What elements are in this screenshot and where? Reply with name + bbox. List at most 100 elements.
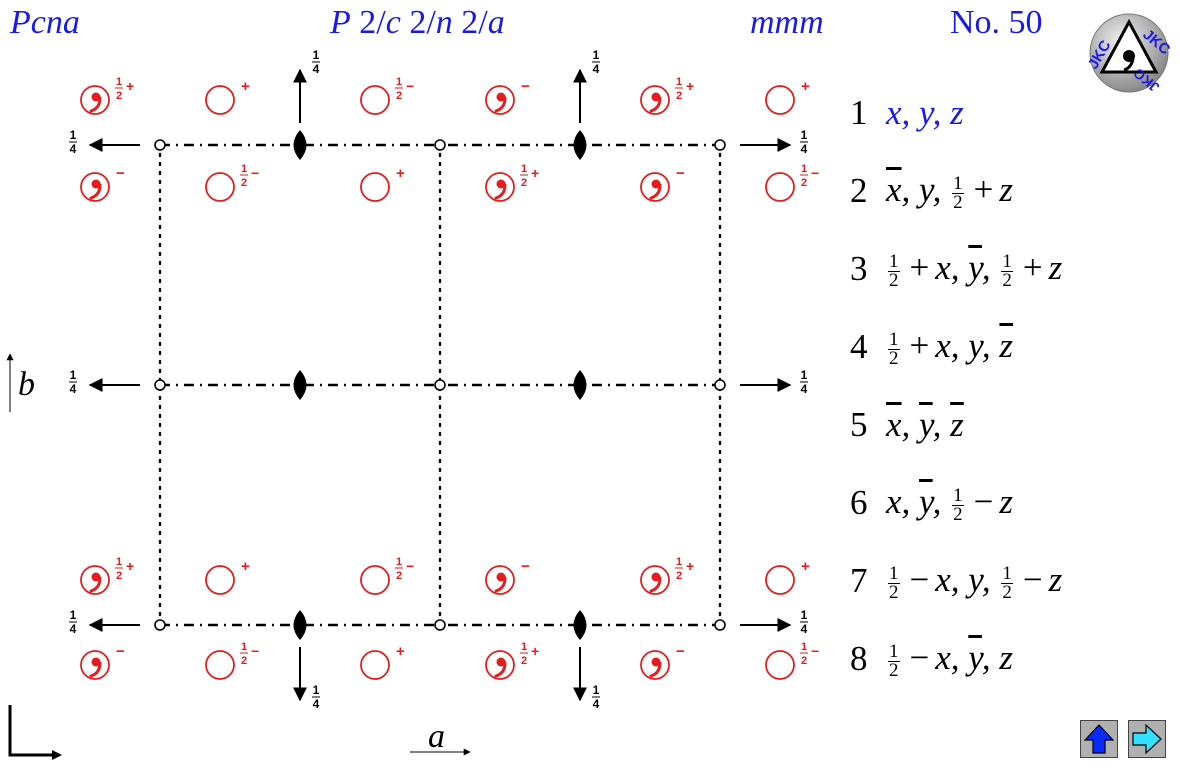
sign-symbol: − xyxy=(406,78,414,94)
next-button[interactable] xyxy=(1128,720,1166,758)
sign-numerator: 1 xyxy=(396,556,402,568)
motif-circle: + xyxy=(360,165,405,202)
sign-numerator: 1 xyxy=(801,163,807,175)
motif-circle-comma: − xyxy=(80,165,125,202)
point-group: mmm xyxy=(750,4,824,41)
twofold-axis-symbol xyxy=(573,130,587,160)
coordinate-term: y xyxy=(968,638,982,678)
sign-symbol: − xyxy=(676,165,685,182)
space-group-number: No. 50 xyxy=(950,4,1043,41)
coordinate-row: 6 x, y, 1 2− z xyxy=(850,478,1013,528)
sign-denominator: 2 xyxy=(521,655,527,667)
sign-numerator: 1 xyxy=(676,76,682,88)
fraction-numerator: 1 xyxy=(593,683,600,697)
twofold-axis-symbol xyxy=(293,610,307,640)
comma-dot xyxy=(496,179,506,189)
sign-symbol: − xyxy=(521,558,530,575)
comma-dot xyxy=(651,92,661,102)
coordinate-row: 2 x, y, 1 2 + z xyxy=(850,166,1013,216)
inversion-center-symbol xyxy=(154,379,166,391)
motif-outline xyxy=(205,650,235,680)
inversion-center-symbol xyxy=(714,619,726,631)
sign-symbol: + xyxy=(241,78,250,95)
motif-circle: 1 2− xyxy=(765,641,819,680)
right-arrow-icon xyxy=(1132,724,1162,754)
coordinate-triplet: 1 2 + x, y, z xyxy=(886,326,1014,368)
height-quarter-label: 14 xyxy=(69,128,77,156)
sign-denominator: 2 xyxy=(676,90,682,102)
motif-outline xyxy=(80,565,110,595)
motif-outline xyxy=(360,85,390,115)
motif-circle: 1 2− xyxy=(205,641,259,680)
motif-circle-comma: 1 2 + xyxy=(485,163,539,202)
coordinate-row: 4 1 2 + x, y, z xyxy=(850,322,1013,372)
comma-tail xyxy=(89,96,102,113)
motif-circle: 1 2− xyxy=(765,163,819,202)
coordinate-index: 7 xyxy=(850,561,868,600)
motif-outline xyxy=(80,85,110,115)
coordinate-term: z xyxy=(999,638,1014,678)
coordinate-index: 4 xyxy=(850,327,868,366)
height-quarter-label: 14 xyxy=(69,368,77,396)
twofold-axis-symbol xyxy=(573,610,587,640)
motif-outline xyxy=(360,565,390,595)
sign-symbol: + xyxy=(396,165,405,182)
motif-outline xyxy=(485,650,515,680)
coordinate-row: 7 1 2− x, y, 1 2− z xyxy=(850,556,1062,606)
comma-tail xyxy=(649,661,662,678)
comma-dot xyxy=(496,92,506,102)
coordinate-triplet: x, y, z xyxy=(886,93,964,132)
coordinate-row: 1 x, y, z xyxy=(850,88,964,138)
motif-circle-comma: 1 2 + xyxy=(80,76,134,115)
twofold-axis-symbol xyxy=(573,370,587,400)
height-quarter-label: 14 xyxy=(800,368,808,396)
motif-circle: + xyxy=(205,558,250,595)
fraction-denominator: 4 xyxy=(801,142,808,156)
motif-outline xyxy=(485,172,515,202)
b-axis-label: b xyxy=(18,366,35,403)
motif-outline xyxy=(640,85,670,115)
comma-tail xyxy=(89,661,102,678)
sign-denominator: 2 xyxy=(801,177,807,189)
sign-numerator: 1 xyxy=(396,76,402,88)
coordinate-triplet: 1 2 + x, y, 1 2 + z xyxy=(886,248,1063,291)
height-quarter-label: 14 xyxy=(312,48,320,76)
fraction-denominator: 4 xyxy=(313,62,320,76)
motif-circle: 1 2− xyxy=(360,556,414,595)
comma-tail xyxy=(494,183,507,200)
coordinate-triplet: 1 2− x, y, z xyxy=(886,638,1014,681)
sign-denominator: 2 xyxy=(396,570,402,582)
sign-symbol: − xyxy=(811,165,819,181)
motif-outline xyxy=(360,172,390,202)
coordinate-term: z xyxy=(999,326,1014,366)
coordinate-index: 2 xyxy=(850,171,868,210)
inversion-center-symbol xyxy=(434,379,446,391)
motif-circle-comma: 1 2 + xyxy=(640,76,694,115)
coordinate-term: 1 2− x xyxy=(888,560,951,603)
sign-numerator: 1 xyxy=(521,163,527,175)
height-quarter-label: 14 xyxy=(312,683,320,711)
motif-circle: + xyxy=(360,643,405,680)
motif-circle-comma: − xyxy=(640,165,685,202)
full-symbol: P 2/c 2/n 2/a xyxy=(330,4,505,41)
motif-outline xyxy=(765,565,795,595)
coordinate-term: x xyxy=(886,405,902,444)
up-button[interactable] xyxy=(1080,720,1118,758)
motif-outline xyxy=(205,85,235,115)
sign-denominator: 2 xyxy=(396,90,402,102)
motif-outline xyxy=(640,650,670,680)
sign-symbol: − xyxy=(521,78,530,95)
coordinate-row: 8 1 2− x, y, z xyxy=(850,634,1013,684)
fraction-numerator: 1 xyxy=(801,128,808,142)
sign-denominator: 2 xyxy=(521,177,527,189)
coordinate-term: y xyxy=(919,170,933,210)
comma-dot xyxy=(496,657,506,667)
fraction-numerator: 1 xyxy=(593,48,600,62)
origin-arrowhead xyxy=(52,750,62,760)
coordinate-term: 1 2 + z xyxy=(1001,248,1063,291)
sign-symbol: + xyxy=(396,643,405,660)
coordinate-index: 8 xyxy=(850,639,868,678)
